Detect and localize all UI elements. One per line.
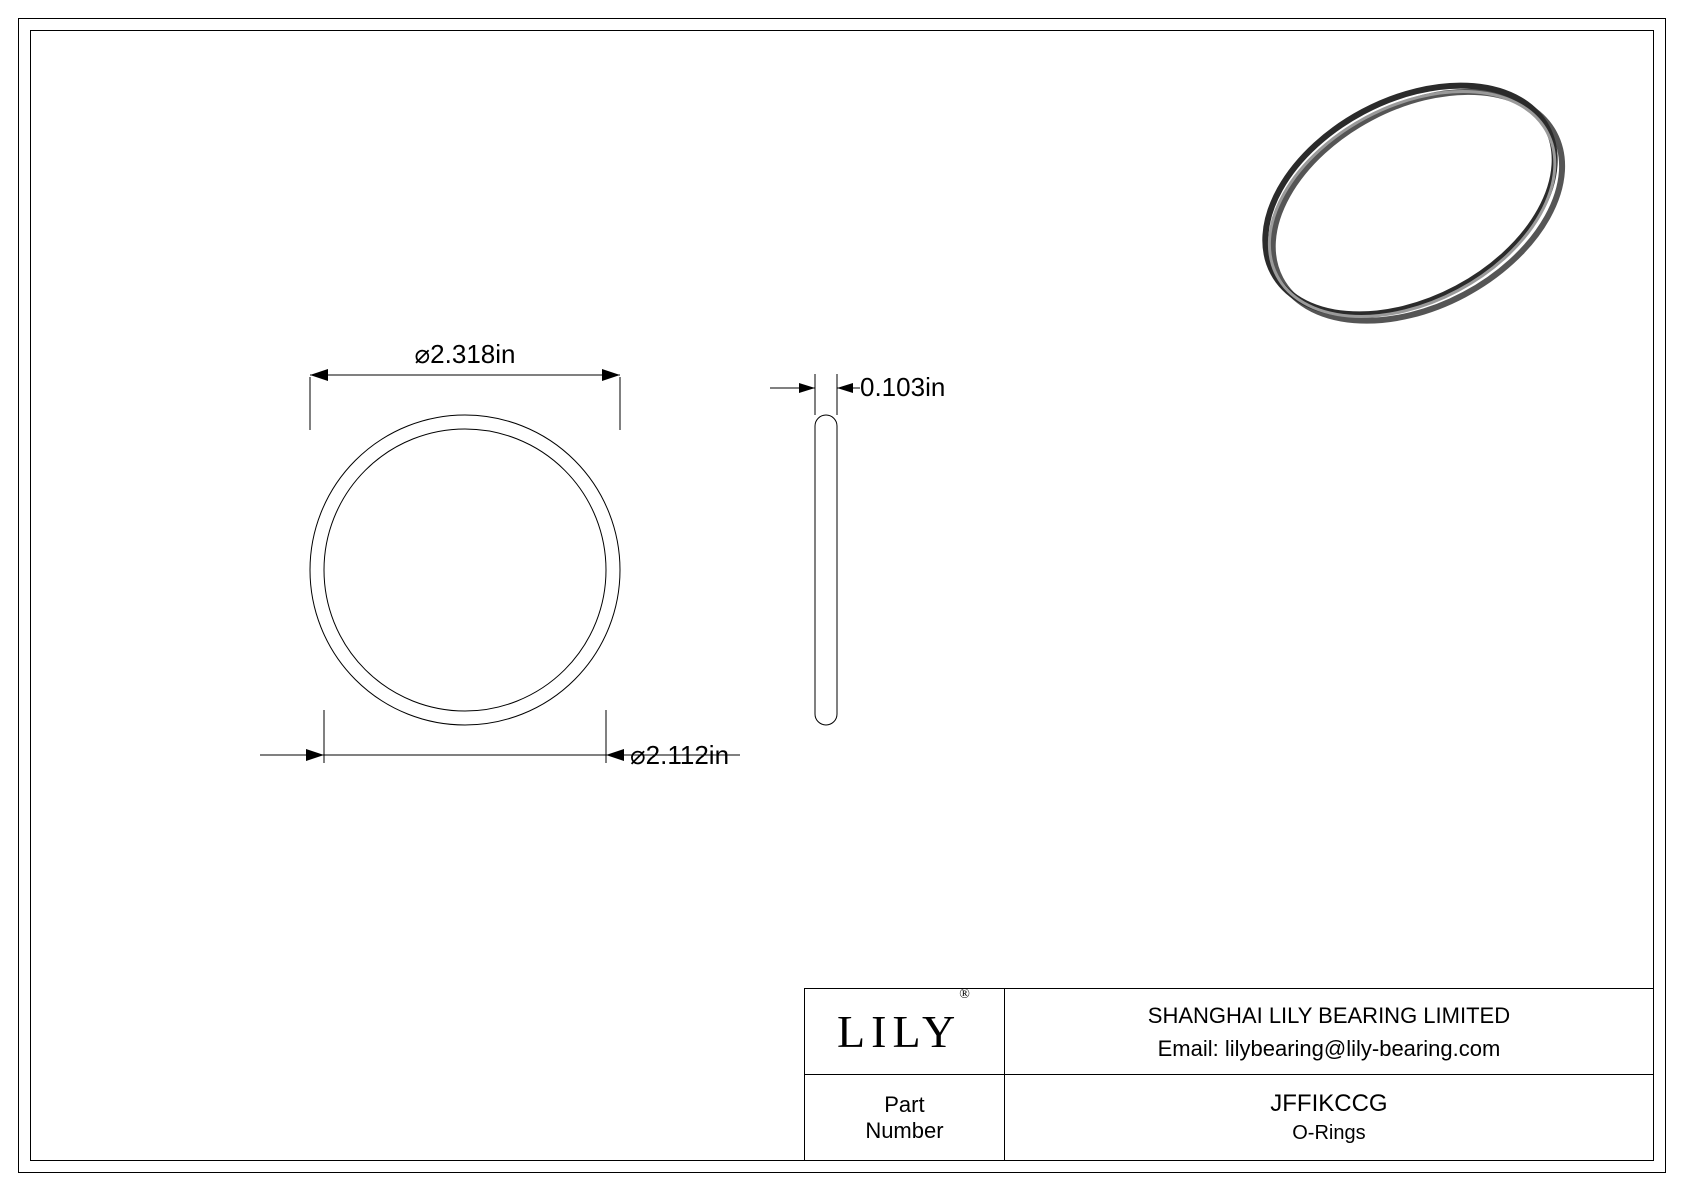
outer-circle [310,415,620,725]
drawing-area: ⌀2.318in ⌀2.112in 0.103in LILY® SHANGHAI… [30,30,1654,1161]
logo-text: LILY [837,1006,961,1057]
side-profile [815,415,837,725]
title-block: LILY ® SHANGHAI LILY BEARING LIMITED Emai… [804,988,1654,1161]
inner-circle [324,429,606,711]
company-cell: SHANGHAI LILY BEARING LIMITED Email: lil… [1004,989,1653,1075]
outer-diameter-dimension [310,369,620,430]
outer-diameter-label: ⌀2.318in [415,339,516,369]
isometric-view [1150,30,1650,430]
registered-mark: ® [959,987,970,1002]
iso-ring [1226,37,1601,369]
logo-cell: LILY ® [805,989,1005,1075]
part-number-label-cell: Part Number [805,1075,1005,1161]
thickness-dimension [770,374,860,415]
product-name: O-Rings [1005,1122,1653,1145]
part-number-value-cell: JFFIKCCG O-Rings [1004,1075,1653,1161]
company-name: SHANGHAI LILY BEARING LIMITED [1005,999,1653,1032]
company-email: Email: lilybearing@lily-bearing.com [1005,1032,1653,1065]
thickness-label: 0.103in [860,372,945,402]
side-view: 0.103in [650,70,1050,890]
part-number-label: Part Number [805,1092,1004,1144]
part-number-value: JFFIKCCG [1005,1090,1653,1118]
